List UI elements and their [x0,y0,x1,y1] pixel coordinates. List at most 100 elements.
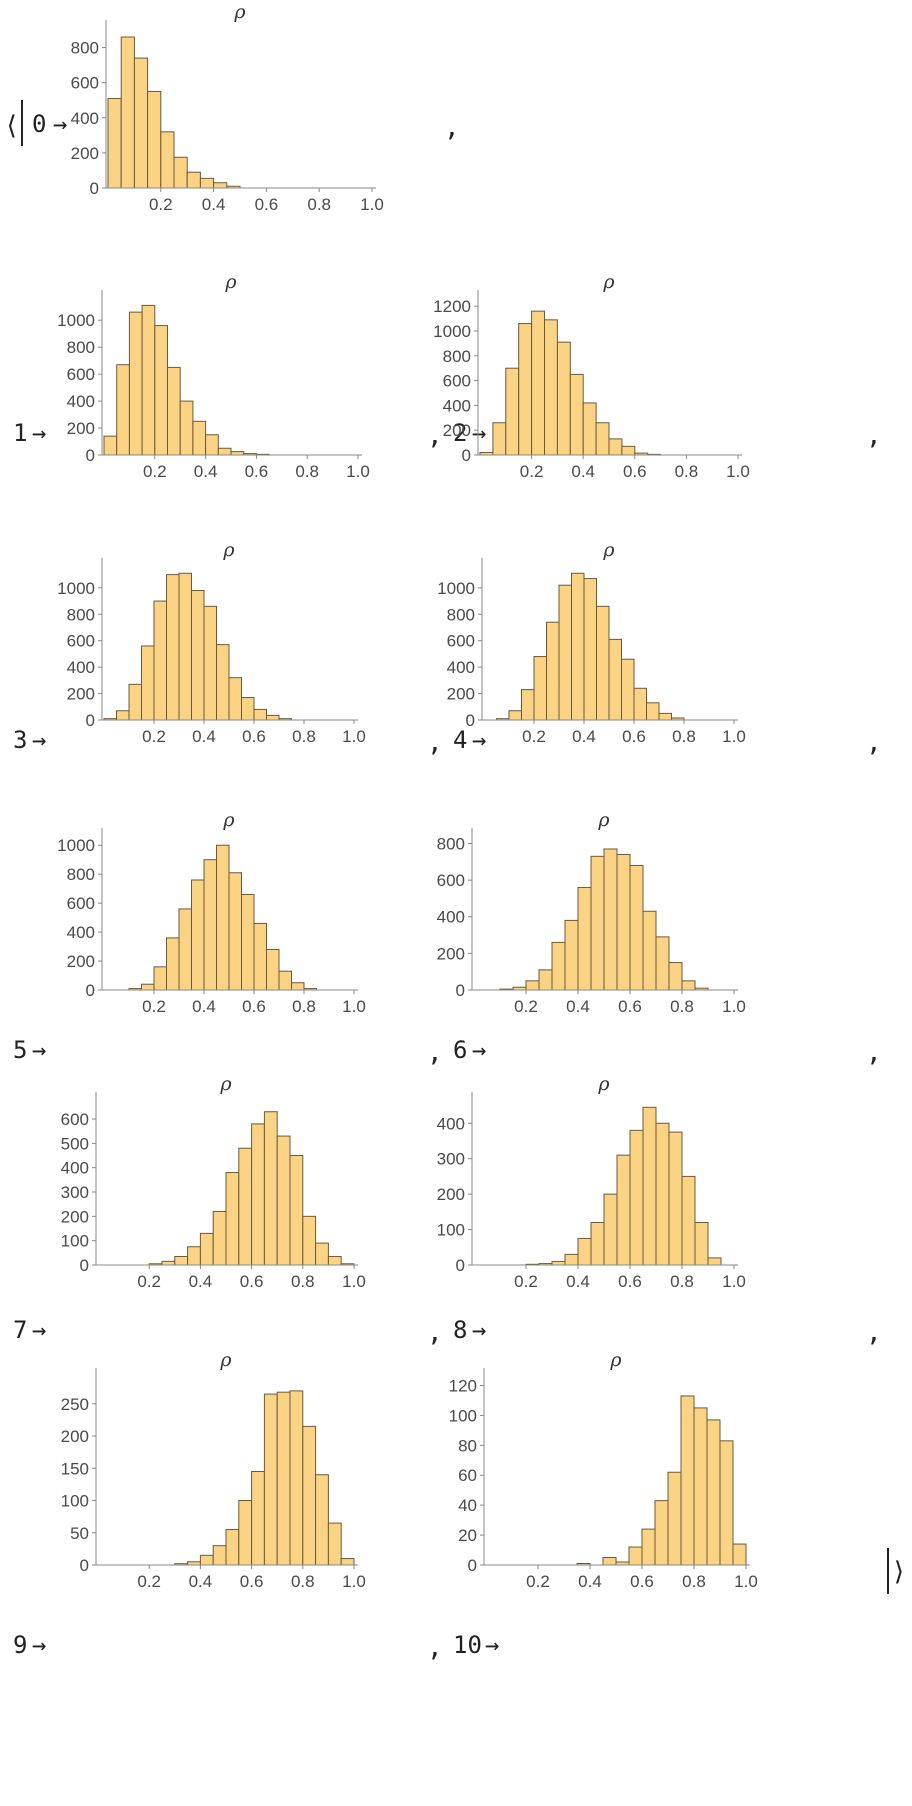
x-tick-label: 1.0 [722,997,746,1016]
histogram-0: 0.2 0.4 0.6 0.8 1.0 0 200 400 600 800 ρ [71,1,384,214]
histogram-bar [266,948,280,991]
histogram-bar [238,1500,253,1566]
histogram-title: ρ [222,809,235,831]
entry-key-4: 4 [453,726,467,754]
separator-comma: , [866,421,882,451]
separator-comma: , [427,1633,443,1663]
histogram-8: 0.2 0.4 0.6 0.8 1.0 0 100 200 300 400 ρ [437,1073,746,1291]
histogram-bar [203,605,217,721]
histogram-bar [238,1147,253,1266]
y-tick-label: 400 [447,658,475,677]
histogram-bar [340,1558,355,1566]
y-tick-label: 1000 [437,579,475,598]
histogram-bar [583,578,597,721]
separator-comma: , [866,728,882,758]
entry-key-9: 9 [13,1631,27,1659]
histogram-7: 0.2 0.4 0.6 0.8 1.0 0 100 200 300 400 500 600 ρ [61,1073,366,1291]
histogram-bar [646,702,660,721]
x-tick-label: 0.8 [291,1572,315,1591]
histogram-bar [241,893,255,991]
histogram-bar [217,447,232,456]
x-tick-label: 0.6 [255,195,279,214]
histogram-bar [655,936,670,991]
histogram-title: ρ [597,809,610,831]
y-tick-label: 800 [443,347,471,366]
histogram-bar [225,1529,240,1566]
histogram-bar [141,304,156,456]
histogram-bar [253,708,267,721]
histogram-bar [603,1193,618,1266]
histogram-1: 0.2 0.4 0.6 0.8 1.0 0 200 400 600 800 1000 ρ [57,271,370,481]
histogram-bar [289,1155,304,1266]
x-tick-label: 0.2 [520,462,544,481]
x-tick-label: 0.6 [618,1272,642,1291]
histogram-bar [533,656,547,721]
y-tick-label: 100 [61,1492,89,1511]
y-tick-label: 800 [447,605,475,624]
histogram-bar [590,855,605,991]
x-tick-label: 0.6 [622,727,646,746]
histogram-bar [191,589,205,721]
y-tick-label: 200 [447,685,475,704]
entry-key-7: 7 [13,1316,27,1344]
y-tick-label: 200 [61,1427,89,1446]
histogram-bar [693,1407,708,1566]
histogram-title: ρ [222,539,235,561]
x-tick-label: 1.0 [360,195,384,214]
histogram-bar [621,658,635,721]
y-tick-label: 100 [437,1221,465,1240]
histogram-bar [492,422,507,456]
histogram-bar [228,872,242,991]
y-tick-label: 0 [86,711,95,730]
y-tick-label: 800 [71,39,99,58]
histogram-title: ρ [609,1349,622,1371]
histogram-bar [266,714,280,721]
histogram-bar [694,1221,709,1266]
y-tick-label: 20 [458,1526,477,1545]
y-tick-label: 200 [67,952,95,971]
histogram-bar [178,908,192,991]
histogram-9: 0.2 0.4 0.6 0.8 1.0 0 50 100 150 200 250 ρ [61,1349,366,1591]
histogram-bar [707,1257,722,1266]
histogram-4: 0.2 0.4 0.6 0.8 1.0 0 200 400 600 800 1000 ρ [437,539,746,746]
histogram-bar [173,156,188,189]
x-tick-label: 0.8 [675,462,699,481]
y-tick-label: 400 [61,1159,89,1178]
histogram-bar [128,311,143,456]
y-tick-label: 400 [71,109,99,128]
y-tick-label: 80 [458,1436,477,1455]
y-tick-label: 0 [468,1556,477,1575]
histogram-bar [616,1154,631,1266]
histogram-title: ρ [219,1349,232,1371]
separator-comma: , [427,1038,443,1068]
histogram-bar [327,1255,342,1266]
entry-arrow-1: → [32,419,46,447]
x-tick-label: 0.6 [618,997,642,1016]
histogram-bar [629,1129,644,1266]
y-tick-label: 400 [437,1114,465,1133]
histogram-bar [608,638,622,721]
histogram-bar [225,1172,240,1266]
x-tick-label: 0.6 [240,1572,264,1591]
entry-arrow-8: → [472,1316,486,1344]
x-tick-label: 1.0 [342,997,366,1016]
histogram-bar [160,131,175,189]
separator-comma: , [427,421,443,451]
histogram-bar [602,1557,617,1566]
histogram-bar [174,1255,189,1266]
x-tick-label: 0.6 [245,462,269,481]
histogram-bar [147,90,162,189]
y-tick-label: 60 [458,1466,477,1485]
histogram-bar [668,1131,683,1266]
histogram-3: 0.2 0.4 0.6 0.8 1.0 0 200 400 600 800 1000 ρ [57,539,366,746]
histogram-bar [302,1215,317,1266]
x-tick-label: 0.8 [291,1272,315,1291]
entry-arrow-7: → [32,1316,46,1344]
x-tick-label: 0.8 [292,727,316,746]
x-tick-label: 1.0 [342,1272,366,1291]
histogram-2: 0.2 0.4 0.6 0.8 1.0 0 200 400 600 800 1000 1200 ρ [433,271,750,481]
entry-arrow-6: → [472,1036,486,1064]
y-tick-label: 1000 [57,836,95,855]
histogram-6: 0.2 0.4 0.6 0.8 1.0 0 200 400 600 800 ρ [437,809,746,1016]
x-tick-label: 0.4 [192,997,216,1016]
